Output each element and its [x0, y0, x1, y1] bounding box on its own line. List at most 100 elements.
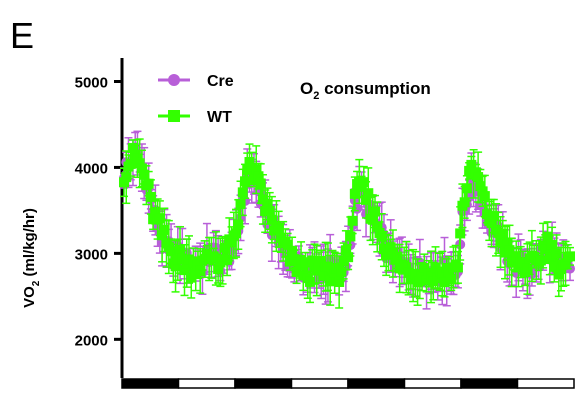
- data-point: [233, 219, 244, 230]
- data-point: [513, 262, 524, 273]
- cycle-bar-light: [290, 378, 349, 389]
- data-point: [349, 188, 360, 199]
- data-point: [127, 143, 138, 154]
- data-point: [291, 266, 302, 277]
- data-point: [255, 178, 266, 189]
- data-point: [143, 178, 154, 189]
- data-point: [334, 276, 345, 287]
- data-point: [244, 157, 255, 168]
- data-point: [121, 172, 132, 183]
- cycle-bar-dark: [121, 378, 180, 389]
- data-point: [305, 276, 316, 287]
- data-point: [154, 213, 165, 224]
- data-point: [497, 228, 508, 239]
- cycle-bar-light: [403, 378, 462, 389]
- legend-marker-cre: [168, 74, 180, 86]
- data-point: [119, 177, 129, 188]
- data-point: [482, 209, 493, 220]
- data-point: [475, 181, 486, 192]
- y-tick-label: 3000: [75, 246, 108, 263]
- y-axis-label-main: VO: [21, 286, 38, 308]
- data-point: [466, 159, 477, 170]
- data-point: [273, 224, 284, 235]
- y-axis-label: VO2 (ml/kg/hr): [21, 208, 42, 308]
- data-point: [313, 262, 324, 273]
- data-point: [473, 172, 484, 183]
- cycle-bar-dark: [234, 378, 293, 389]
- data-point: [289, 254, 300, 265]
- data-point: [504, 245, 515, 256]
- y-tick-label: 4000: [75, 160, 108, 177]
- y-tick-label: 5000: [75, 74, 108, 91]
- data-point: [325, 275, 336, 286]
- data-point: [376, 231, 387, 242]
- data-point: [461, 183, 472, 194]
- data-point: [535, 255, 546, 266]
- data-point: [150, 207, 161, 218]
- data-point: [343, 252, 354, 263]
- cycle-bar-light: [516, 378, 575, 389]
- data-point: [547, 239, 558, 250]
- data-point: [219, 242, 230, 253]
- chart-title-main: O: [300, 79, 313, 98]
- data-point: [159, 224, 170, 235]
- data-point: [508, 257, 519, 268]
- data-point: [419, 262, 430, 273]
- cycle-bar-dark: [347, 378, 406, 389]
- data-point: [213, 264, 224, 275]
- data-point: [560, 258, 571, 269]
- legend-label-wt: WT: [207, 109, 232, 126]
- data-point: [542, 231, 553, 242]
- data-point: [318, 270, 329, 281]
- data-point: [262, 198, 273, 209]
- data-point: [401, 262, 412, 273]
- data-point: [166, 246, 177, 257]
- cycle-bar-light: [177, 378, 236, 389]
- data-point: [145, 191, 156, 202]
- data-point: [437, 268, 448, 279]
- data-point: [385, 242, 396, 253]
- data-point: [363, 188, 374, 199]
- data-point: [139, 169, 150, 180]
- data-point: [179, 265, 190, 276]
- data-point: [455, 228, 466, 239]
- data-point: [551, 248, 562, 259]
- data-point: [517, 257, 528, 268]
- data-point: [264, 206, 275, 217]
- data-point: [372, 221, 383, 232]
- chart-title: O2 consumption: [300, 79, 431, 102]
- data-point: [511, 251, 522, 262]
- chart-title-rest: consumption: [319, 79, 430, 98]
- y-tick-label: 2000: [75, 332, 108, 349]
- data-point: [459, 197, 470, 208]
- data-point: [157, 230, 168, 241]
- y-axis-label-rest: (ml/kg/hr): [21, 208, 38, 281]
- data-point: [136, 163, 147, 174]
- data-point: [549, 261, 560, 272]
- data-point: [253, 171, 264, 182]
- data-point: [446, 273, 457, 284]
- data-point: [240, 176, 251, 187]
- data-point: [336, 266, 347, 277]
- data-point: [370, 206, 381, 217]
- light-dark-cycle-bars: [121, 378, 575, 389]
- data-point: [502, 237, 513, 248]
- y-axis: 2000 3000 4000 5000: [75, 58, 124, 378]
- plot-area: [119, 130, 575, 310]
- chart-title-subscript: 2: [313, 90, 319, 102]
- panel-label: E: [10, 15, 34, 56]
- data-point: [251, 164, 262, 175]
- data-point: [347, 215, 358, 226]
- data-point: [439, 277, 450, 288]
- data-point: [125, 158, 136, 169]
- data-point: [235, 198, 246, 209]
- data-point: [544, 252, 555, 263]
- data-point: [134, 158, 145, 169]
- data-point: [367, 214, 378, 225]
- data-point: [340, 245, 351, 256]
- data-point: [452, 262, 463, 273]
- data-point: [282, 239, 293, 250]
- data-point: [231, 228, 242, 239]
